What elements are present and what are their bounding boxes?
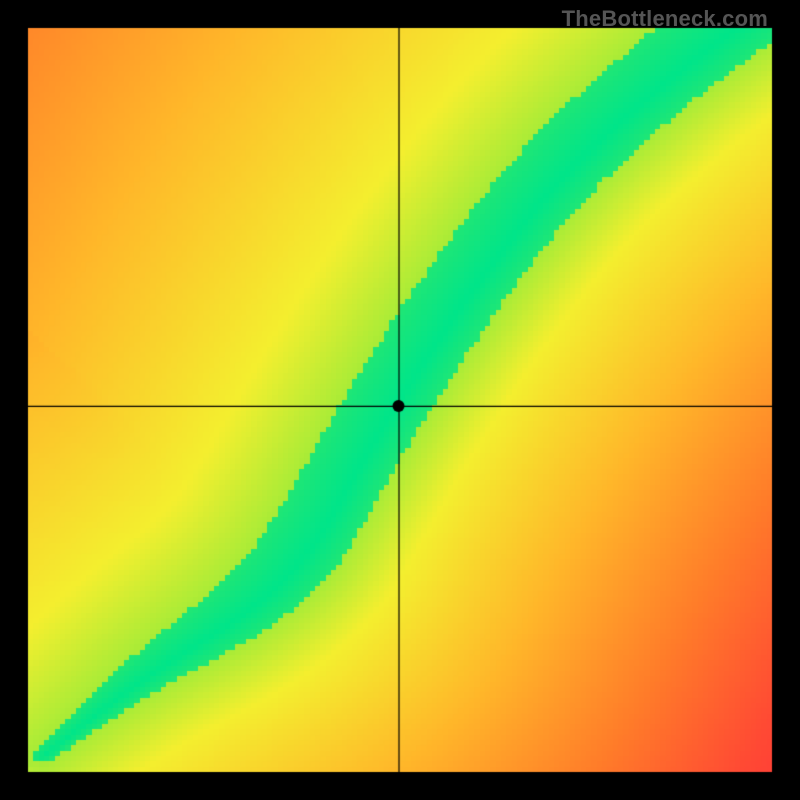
attribution-label: TheBottleneck.com: [562, 6, 768, 32]
bottleneck-heatmap: [0, 0, 800, 800]
